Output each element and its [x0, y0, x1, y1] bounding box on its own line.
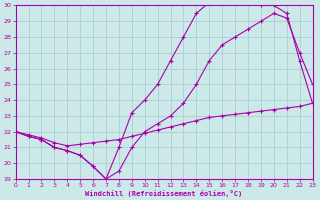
X-axis label: Windchill (Refroidissement éolien,°C): Windchill (Refroidissement éolien,°C) — [85, 190, 243, 197]
